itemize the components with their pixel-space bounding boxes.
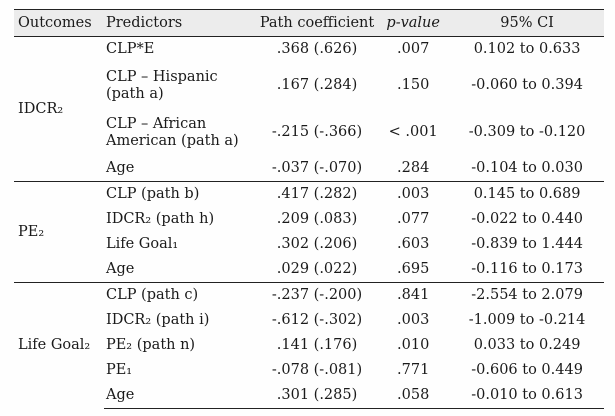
ci-cell: 0.033 to 0.249 (473, 337, 581, 354)
results-table: Outcomes Predictors Path coefficient p-v… (14, 9, 604, 409)
p-value-cell: .058 (376, 383, 451, 409)
outcome-label: Life Goal₂ (14, 282, 104, 409)
ci-cell: -0.606 to 0.449 (471, 362, 583, 379)
ci-cell: -0.104 to 0.030 (471, 160, 583, 177)
path-coefficient-cell: .368 (.626) (276, 41, 358, 58)
header-row: Outcomes Predictors Path coefficient p-v… (14, 9, 604, 37)
p-value-cell: .003 (397, 312, 430, 329)
header-ci: 95% CI (450, 9, 604, 37)
predictor-cell: IDCR₂ (path i) (105, 312, 210, 329)
ci-cell: -0.116 to 0.173 (471, 261, 583, 278)
predictor-cell: Age (103, 383, 258, 409)
path-coefficient-cell: .141 (.176) (276, 337, 358, 354)
table-row: Life Goal₂ CLP (path c) -.237 (-.200) .8… (14, 282, 604, 409)
table-row: Age .301 (.285) .058 -0.010 to 0.613 (14, 383, 604, 409)
table-row: IDCR₂ (path i) -.612 (-.302) .003 -1.009… (14, 308, 604, 333)
p-value-cell: < .001 (388, 124, 438, 141)
header-p-value: p-value (376, 9, 451, 37)
table-row: CLP – Hispanic (path a) .167 (.284) .150… (14, 62, 604, 109)
table-row: IDCR₂ CLP*E .368 (.626) .007 0.102 to 0.… (14, 37, 604, 117)
predictor-cell: CLP (path b) (103, 181, 258, 207)
table-row: PE₁ -.078 (-.081) .771 -0.606 to 0.449 (14, 358, 604, 383)
path-coefficient-cell: -.612 (-.302) (271, 312, 363, 329)
table-row: Age -.037 (-.070) .284 -0.104 to 0.030 (14, 156, 604, 182)
predictor-cell: CLP – Hispanic (path a) (105, 68, 218, 102)
path-coefficient-cell: .302 (.206) (276, 236, 358, 253)
table-row: Age .029 (.022) .695 -0.116 to 0.173 (14, 257, 604, 283)
table-row: CLP – African American (path a) -.215 (-… (14, 109, 604, 156)
p-value-cell: .284 (397, 160, 430, 177)
p-value-cell: .695 (397, 261, 430, 278)
p-value-cell: .603 (397, 236, 430, 253)
p-value-cell: .010 (397, 337, 430, 354)
p-value-cell: .007 (397, 41, 430, 58)
p-value-cell: .077 (397, 211, 430, 228)
table-row: IDCR₂ (path h) .209 (.083) .077 -0.022 t… (14, 207, 604, 232)
p-value-cell: .841 (376, 282, 451, 308)
predictor-cell: PE₁ (105, 362, 133, 379)
predictor-cell: CLP*E (105, 41, 155, 58)
ci-cell: -0.839 to 1.444 (471, 236, 583, 253)
ci-cell: -0.060 to 0.394 (471, 77, 583, 94)
predictor-cell: PE₂ (path n) (105, 337, 196, 354)
header-predictors: Predictors (103, 9, 258, 37)
table-row: PE₂ (path n) .141 (.176) .010 0.033 to 0… (14, 333, 604, 358)
p-value-cell: .003 (376, 181, 451, 207)
header-path-coefficient: Path coefficient (257, 9, 377, 37)
outcome-label: PE₂ (14, 181, 104, 283)
ci-cell: -0.010 to 0.613 (450, 383, 604, 409)
ci-cell: 0.102 to 0.633 (473, 41, 581, 58)
table-row: PE₂ CLP (path b) .417 (.282) .003 0.145 … (14, 181, 604, 283)
predictor-cell: CLP – African American (path a) (105, 115, 239, 149)
ci-cell: -2.554 to 2.079 (450, 282, 604, 308)
path-coefficient-cell: .301 (.285) (257, 383, 377, 409)
ci-cell: -0.022 to 0.440 (471, 211, 583, 228)
ci-cell: 0.145 to 0.689 (450, 181, 604, 207)
path-coefficient-cell: .029 (.022) (276, 261, 358, 278)
predictor-cell: Age (105, 261, 135, 278)
predictor-cell: CLP (path c) (103, 282, 258, 308)
path-coefficient-cell: -.078 (-.081) (271, 362, 363, 379)
predictor-cell: Age (105, 160, 135, 177)
path-coefficient-cell: .417 (.282) (257, 181, 377, 207)
p-value-cell: .150 (397, 77, 430, 94)
outcome-label: IDCR₂ (18, 100, 64, 117)
group-idcr2: IDCR₂ CLP*E .368 (.626) .007 0.102 to 0.… (14, 37, 604, 182)
path-coefficient-cell: -.037 (-.070) (271, 160, 363, 177)
group-life-goal2: Life Goal₂ CLP (path c) -.237 (-.200) .8… (14, 282, 604, 409)
table-row: Life Goal₁ .302 (.206) .603 -0.839 to 1.… (14, 232, 604, 257)
ci-cell: -1.009 to -0.214 (468, 312, 586, 329)
path-coefficient-cell: -.215 (-.366) (271, 124, 363, 141)
path-coefficient-cell: .167 (.284) (276, 77, 358, 94)
predictor-cell: Life Goal₁ (105, 236, 179, 253)
predictor-cell: IDCR₂ (path h) (105, 211, 215, 228)
p-value-cell: .771 (397, 362, 430, 379)
header-outcomes: Outcomes (14, 9, 104, 37)
path-coefficient-cell: .209 (.083) (276, 211, 358, 228)
group-pe2: PE₂ CLP (path b) .417 (.282) .003 0.145 … (14, 181, 604, 283)
path-coefficient-cell: -.237 (-.200) (257, 282, 377, 308)
ci-cell: -0.309 to -0.120 (468, 124, 586, 141)
